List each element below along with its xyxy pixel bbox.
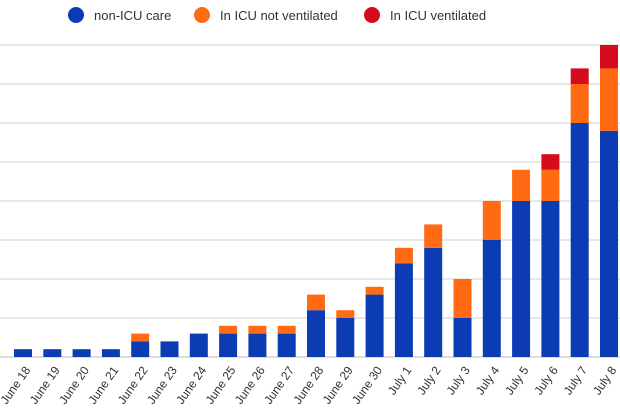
gridlines [0,44,620,358]
bar-segment-non-icu[interactable] [600,130,618,357]
legend-swatch-icu-ventilated [364,7,380,23]
bar-segment-icu-not-ventilated[interactable] [570,84,589,123]
legend-swatch-icu-not-ventilated [194,7,210,23]
bar-segment-icu-not-ventilated[interactable] [482,201,501,240]
legend-swatch-non-icu [68,7,84,23]
x-tick-label: July 2 [414,363,444,397]
legend-label-icu-ventilated: In ICU ventilated [390,8,486,23]
bar-segment-icu-not-ventilated[interactable] [219,325,238,334]
bar-segment-non-icu[interactable] [43,349,62,357]
bars [14,45,618,357]
legend-label-icu-not-ventilated: In ICU not ventilated [220,8,338,23]
bar-segment-non-icu[interactable] [277,333,296,357]
bar-segment-non-icu[interactable] [131,341,150,357]
bar-segment-non-icu[interactable] [189,333,208,357]
bar-segment-non-icu[interactable] [394,263,413,357]
x-tick-label: July 6 [531,363,561,397]
bar-segment-icu-not-ventilated[interactable] [248,325,267,334]
bar-segment-icu-not-ventilated[interactable] [394,247,413,264]
bar-segment-non-icu[interactable] [453,318,472,357]
bar-segment-icu-not-ventilated[interactable] [424,224,443,248]
legend-item-icu-not-ventilated[interactable]: In ICU not ventilated [194,7,338,23]
bar-segment-non-icu[interactable] [307,310,325,357]
bar-segment-non-icu[interactable] [512,201,531,357]
bar-segment-non-icu[interactable] [14,349,32,357]
bar-segment-icu-not-ventilated[interactable] [131,333,150,342]
bar-segment-icu-not-ventilated[interactable] [365,286,384,295]
bar-segment-icu-not-ventilated[interactable] [600,68,618,131]
bar-segment-icu-not-ventilated[interactable] [453,279,472,318]
legend: non-ICU care In ICU not ventilated In IC… [68,7,486,23]
bar-segment-icu-not-ventilated[interactable] [512,169,531,201]
bar-segment-icu-ventilated[interactable] [600,45,618,69]
bar-segment-non-icu[interactable] [482,240,501,357]
bar-segment-non-icu[interactable] [160,341,179,357]
bar-segment-non-icu[interactable] [336,318,355,357]
legend-item-icu-ventilated[interactable]: In ICU ventilated [364,7,486,23]
bar-segment-non-icu[interactable] [101,349,120,357]
bar-segment-non-icu[interactable] [424,247,443,357]
bar-segment-icu-not-ventilated[interactable] [277,325,296,334]
x-tick-label: July 8 [590,363,620,397]
bar-segment-non-icu[interactable] [365,294,384,357]
legend-item-non-icu[interactable]: non-ICU care [68,7,171,23]
bar-segment-icu-not-ventilated[interactable] [336,310,355,318]
bar-segment-non-icu[interactable] [570,123,589,357]
x-tick-label: July 7 [561,363,591,397]
bar-segment-non-icu[interactable] [248,333,267,357]
bar-segment-non-icu[interactable] [72,349,91,357]
bar-segment-non-icu[interactable] [541,201,560,357]
bar-segment-icu-ventilated[interactable] [570,68,589,84]
bar-segment-icu-not-ventilated[interactable] [307,294,325,311]
bar-segment-icu-not-ventilated[interactable] [541,169,560,201]
bar-segment-icu-ventilated[interactable] [541,154,560,170]
x-tick-label: July 1 [385,363,415,397]
x-tick-label: July 5 [502,363,532,397]
x-tick-label: June 30 [349,363,385,406]
bar-segment-non-icu[interactable] [219,333,238,357]
legend-label-non-icu: non-ICU care [94,8,171,23]
x-tick-label: July 4 [473,363,503,397]
x-tick-label: July 3 [444,363,474,397]
